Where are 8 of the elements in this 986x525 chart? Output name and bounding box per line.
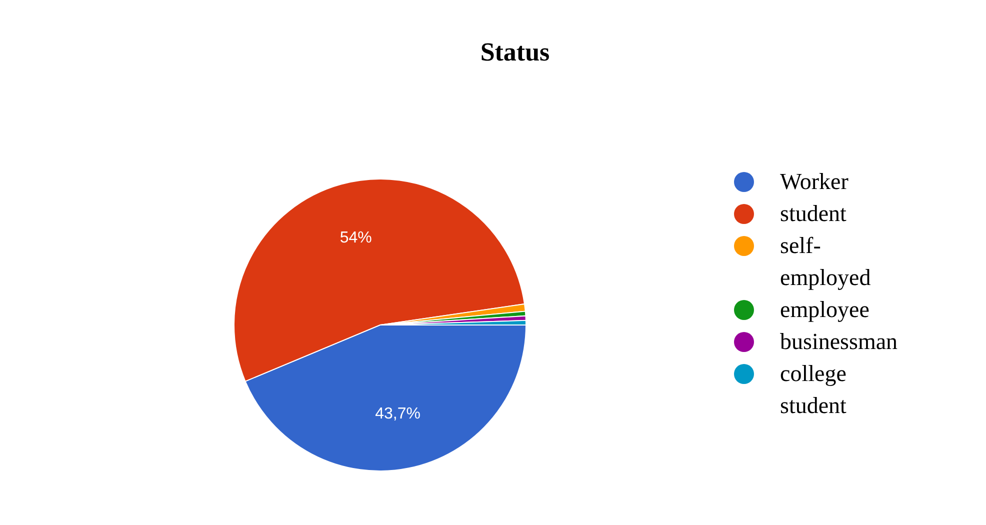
legend-label: employee	[780, 296, 870, 324]
legend-label: businessman	[780, 328, 898, 356]
chart-title: Status	[480, 38, 550, 66]
legend-label: college student	[780, 360, 848, 420]
legend-label: Worker	[780, 168, 850, 196]
data-label: 54%	[340, 229, 372, 246]
data-label: 43,7%	[375, 405, 420, 422]
legend-label: student	[780, 200, 848, 228]
